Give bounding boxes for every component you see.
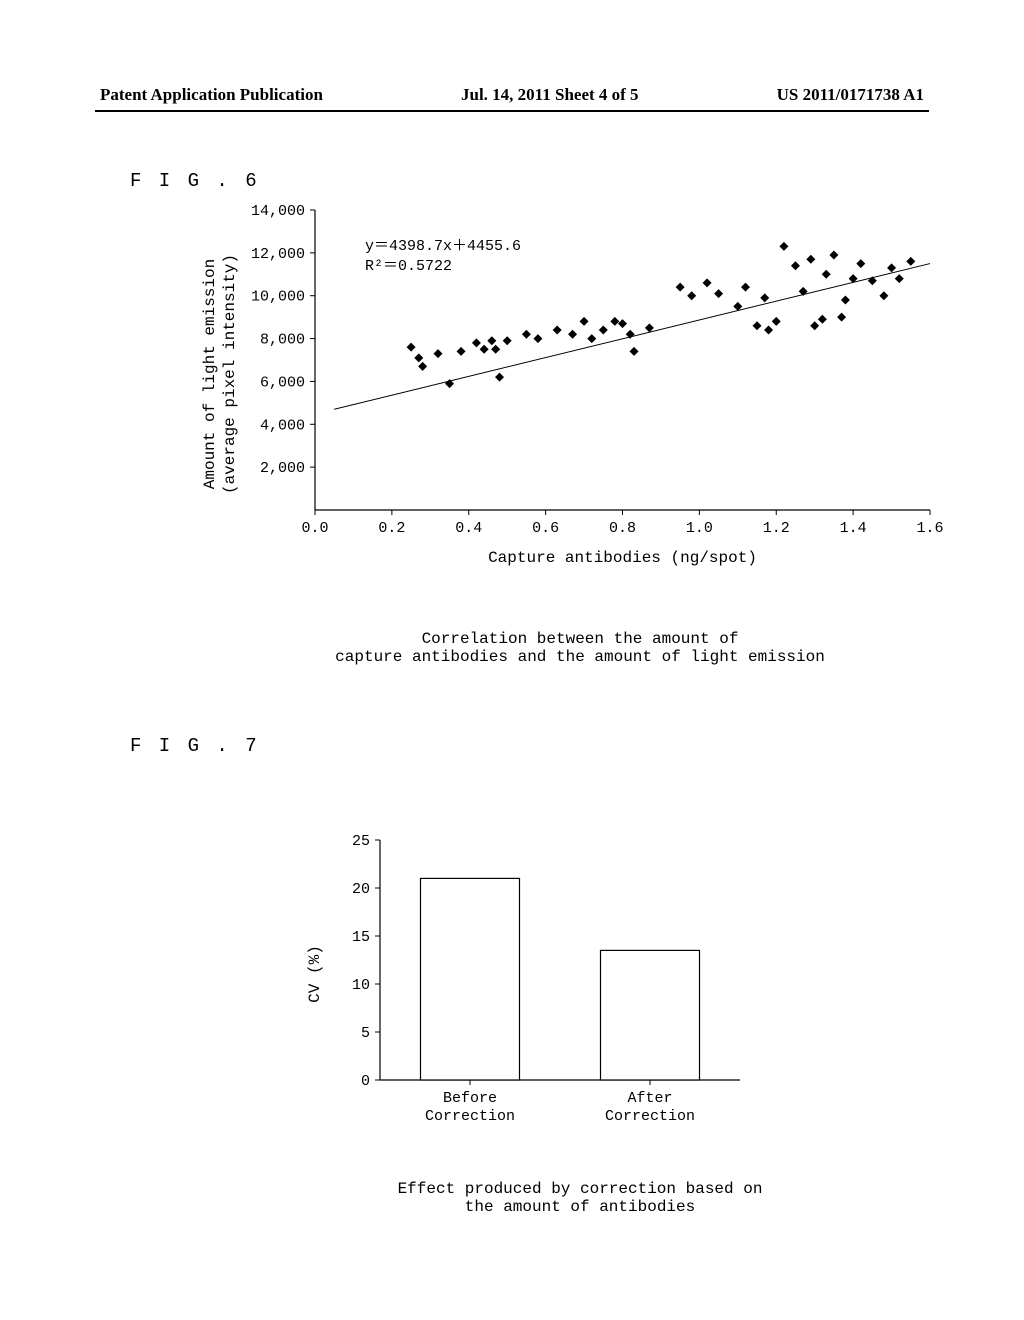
svg-text:1.6: 1.6 <box>916 520 943 537</box>
svg-text:Correction: Correction <box>605 1108 695 1125</box>
svg-text:1.4: 1.4 <box>840 520 867 537</box>
fig6-scatter-svg: 2,000 4,000 6,000 8,000 10,000 12,000 14,000 0.… <box>245 200 945 580</box>
fig7-bar-svg: 0510152025BeforeCorrectionAfterCorrectio… <box>325 830 755 1140</box>
svg-text:12,000: 12,000 <box>251 246 305 263</box>
fig6-ylabel-1: Amount of light emission <box>201 244 219 504</box>
svg-text:6,000: 6,000 <box>260 374 305 391</box>
header-left: Patent Application Publication <box>100 85 323 105</box>
fig7-caption-line2: the amount of antibodies <box>465 1198 695 1216</box>
page-header: Patent Application Publication Jul. 14, … <box>0 85 1024 105</box>
svg-text:10: 10 <box>352 977 370 994</box>
fig7-caption-line1: Effect produced by correction based on <box>398 1180 763 1198</box>
svg-text:25: 25 <box>352 833 370 850</box>
svg-text:After: After <box>627 1090 672 1107</box>
svg-text:1.2: 1.2 <box>763 520 790 537</box>
svg-text:Capture antibodies (ng/spot): Capture antibodies (ng/spot) <box>488 549 757 567</box>
svg-text:1.0: 1.0 <box>686 520 713 537</box>
fig6-ylabel-2: (average pixel intensity) <box>221 244 239 504</box>
svg-text:0: 0 <box>361 1073 370 1090</box>
svg-text:0.0: 0.0 <box>301 520 328 537</box>
svg-text:Before: Before <box>443 1090 497 1107</box>
svg-text:4,000: 4,000 <box>260 417 305 434</box>
svg-text:14,000: 14,000 <box>251 203 305 220</box>
svg-text:10,000: 10,000 <box>251 289 305 306</box>
fig7-caption: Effect produced by correction based on t… <box>230 1180 930 1216</box>
svg-text:0.8: 0.8 <box>609 520 636 537</box>
header-center: Jul. 14, 2011 Sheet 4 of 5 <box>461 85 639 105</box>
svg-text:8,000: 8,000 <box>260 332 305 349</box>
header-right: US 2011/0171738 A1 <box>777 85 924 105</box>
svg-text:20: 20 <box>352 881 370 898</box>
svg-text:0.6: 0.6 <box>532 520 559 537</box>
fig6-caption-line2: capture antibodies and the amount of lig… <box>335 648 825 666</box>
svg-text:Correction: Correction <box>425 1108 515 1125</box>
fig6-label: F I G . 6 <box>130 170 260 192</box>
fig6-caption-line1: Correlation between the amount of <box>422 630 739 648</box>
svg-text:0.4: 0.4 <box>455 520 482 537</box>
fig6-chart: 2,000 4,000 6,000 8,000 10,000 12,000 14,000 0.… <box>245 200 945 580</box>
svg-text:R²＝0.5722: R²＝0.5722 <box>365 258 452 275</box>
svg-text:2,000: 2,000 <box>260 460 305 477</box>
header-divider <box>95 110 929 112</box>
fig7-ylabel: CV (%) <box>306 914 324 1034</box>
svg-text:5: 5 <box>361 1025 370 1042</box>
fig6-caption: Correlation between the amount of captur… <box>230 630 930 666</box>
svg-text:0.2: 0.2 <box>378 520 405 537</box>
fig7-chart: 0510152025BeforeCorrectionAfterCorrectio… <box>325 830 755 1140</box>
fig7-label: F I G . 7 <box>130 735 260 757</box>
svg-text:y＝4398.7x＋4455.6: y＝4398.7x＋4455.6 <box>365 238 521 255</box>
svg-text:15: 15 <box>352 929 370 946</box>
